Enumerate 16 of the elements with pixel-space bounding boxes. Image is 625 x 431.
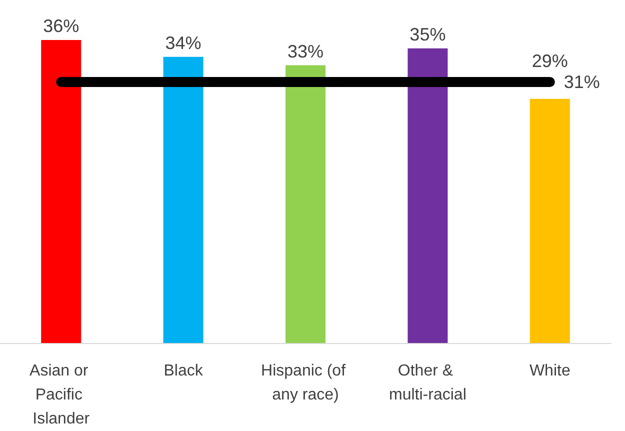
bar	[408, 48, 448, 343]
ref-line-label: 31%	[564, 72, 600, 92]
x-tick-label: Hispanic (of any race)	[261, 362, 350, 404]
x-tick-label: Other & multi-racial	[389, 362, 466, 404]
data-label: 33%	[287, 41, 324, 62]
x-tick-label: Black	[164, 362, 204, 380]
bar	[530, 98, 570, 343]
data-label: 35%	[410, 24, 446, 44]
data-label: 34%	[165, 32, 202, 53]
x-tick-label: Asian or Pacific Islander	[30, 362, 93, 428]
data-label: 36%	[43, 16, 80, 36]
bar	[163, 56, 204, 343]
x-tick-label: White	[529, 362, 570, 380]
bar	[41, 40, 82, 343]
bar	[286, 65, 326, 343]
data-label: 29%	[532, 50, 568, 71]
